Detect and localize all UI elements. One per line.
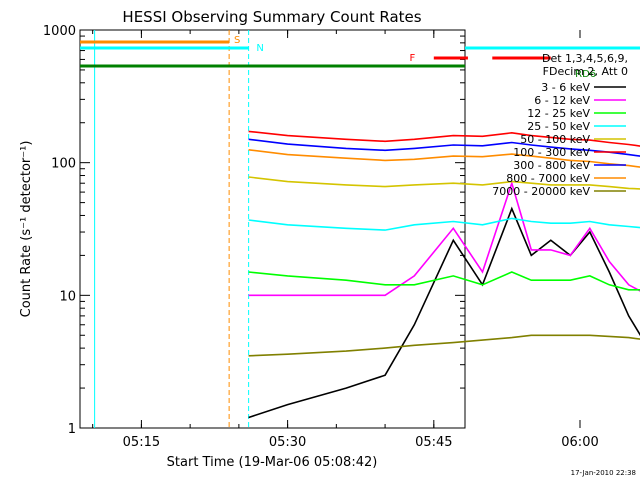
annotation-layer: SNFRD6RD0 [80, 35, 640, 80]
series-12-25keV [248, 271, 640, 291]
legend: Det 1,3,4,5,6,9,FDecim 2, Att 0 3 - 6 keV… [492, 52, 628, 198]
annotation-label: N [256, 43, 263, 54]
x-axis-label: Start Time (19-Mar-06 05:08:42) [167, 455, 378, 470]
legend-entry-label: 800 - 7000 keV [506, 172, 590, 185]
legend-entry-label: 50 - 100 keV [520, 133, 590, 146]
event-markers [94, 30, 250, 428]
x-tick-label: 05:30 [269, 435, 306, 450]
chart-title: HESSI Observing Summary Count Rates [122, 8, 421, 26]
annotation-label: RD6 [575, 69, 596, 80]
x-tick-label: 05:15 [123, 435, 160, 450]
annotation-label: S [234, 35, 240, 46]
plot-frame [79, 29, 466, 429]
axis-ticks [80, 29, 581, 429]
series-800-7000keV [248, 149, 640, 168]
y-tick-label: 1 [68, 422, 76, 437]
series-100-300keV [248, 130, 640, 147]
legend-entry-label: 300 - 800 keV [513, 159, 590, 172]
legend-entry-label: 100 - 300 keV [513, 146, 590, 159]
footer-timestamp: 17-Jan-2010 22:38 [571, 469, 636, 477]
legend-entry-label: 7000 - 20000 keV [492, 185, 590, 198]
series-6-12keV [248, 180, 640, 297]
legend-header: Det 1,3,4,5,6,9, [542, 52, 628, 65]
y-tick-label: 10 [59, 289, 76, 304]
y-tick-label: 100 [51, 157, 76, 172]
legend-entry-label: 3 - 6 keV [541, 81, 590, 94]
y-tick-label: 1000 [43, 24, 76, 39]
legend-entry-label: 25 - 50 keV [527, 120, 590, 133]
legend-entry-label: 6 - 12 keV [534, 94, 590, 107]
annotation-label: F [409, 53, 415, 64]
y-axis-label: Count Rate (s⁻¹ detector⁻¹) [19, 141, 34, 318]
series-50-100keV [248, 176, 640, 190]
series-25-50keV [248, 217, 640, 231]
series-300-800keV [248, 138, 640, 157]
legend-entry-label: 12 - 25 keV [527, 107, 590, 120]
x-tick-label: 05:45 [415, 435, 452, 450]
series-7000-20000keV [248, 334, 640, 357]
series-3-6keV [248, 206, 640, 419]
x-tick-label: 06:00 [561, 435, 598, 450]
series-layer [248, 130, 640, 419]
y-tick-labels: 1 10 100 1000 [43, 24, 76, 437]
legend-header: FDecim 2, Att 0 [543, 65, 628, 78]
